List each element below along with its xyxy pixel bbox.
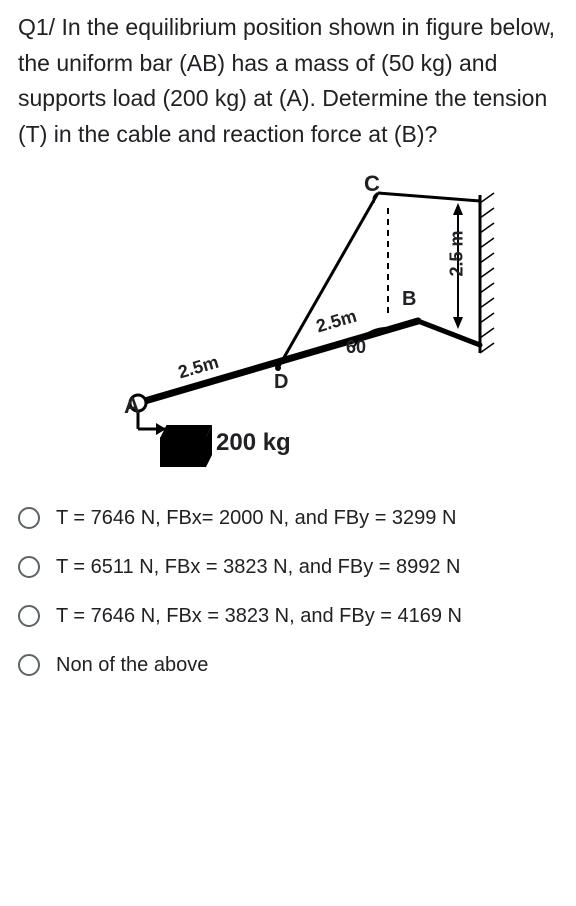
equilibrium-figure: A B C D 2.5m 2.5m 60 2.5 m 200 kg xyxy=(78,173,498,473)
radio-icon xyxy=(18,605,40,627)
label-B: B xyxy=(402,288,416,311)
option-label: T = 7646 N, FBx = 3823 N, and FBy = 4169… xyxy=(56,605,462,628)
option-label: T = 7646 N, FBx= 2000 N, and FBy = 3299 … xyxy=(56,507,456,530)
answer-options: T = 7646 N, FBx= 2000 N, and FBy = 3299 … xyxy=(18,507,558,677)
radio-icon xyxy=(18,654,40,676)
radio-icon xyxy=(18,556,40,578)
figure-container: A B C D 2.5m 2.5m 60 2.5 m 200 kg xyxy=(18,173,558,473)
option-1[interactable]: T = 7646 N, FBx= 2000 N, and FBy = 3299 … xyxy=(18,507,558,530)
option-3[interactable]: T = 7646 N, FBx = 3823 N, and FBy = 4169… xyxy=(18,605,558,628)
option-label: Non of the above xyxy=(56,654,208,677)
figure-svg xyxy=(78,173,498,473)
label-load: 200 kg xyxy=(216,429,291,457)
label-D: D xyxy=(274,371,288,394)
label-wall-height: 2.5 m xyxy=(447,230,468,276)
label-A: A xyxy=(124,393,140,419)
option-4[interactable]: Non of the above xyxy=(18,654,558,677)
option-2[interactable]: T = 6511 N, FBx = 3823 N, and FBy = 8992… xyxy=(18,556,558,579)
option-label: T = 6511 N, FBx = 3823 N, and FBy = 8992… xyxy=(56,556,461,579)
label-C: C xyxy=(364,171,380,197)
radio-icon xyxy=(18,507,40,529)
label-angle: 60 xyxy=(346,337,366,358)
question-text: Q1/ In the equilibrium position shown in… xyxy=(18,10,558,153)
